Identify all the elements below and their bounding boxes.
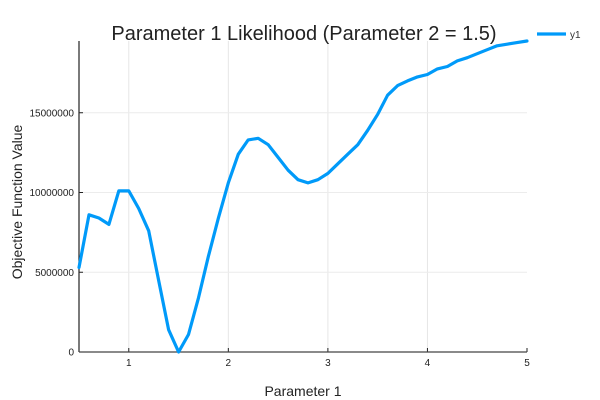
y-axis-label: Objective Function Value [9,124,25,279]
x-tick-label: 5 [524,358,530,369]
y-tick-label: 0 [68,348,74,359]
tick-labels: 1 2 3 4 5 0 5000000 10000000 15000000 [30,108,531,369]
grid-lines [79,41,527,352]
x-tick-label: 4 [425,358,431,369]
x-tick-label: 2 [226,358,232,369]
y-tick-label: 10000000 [30,188,75,199]
series-line-y1 [77,39,529,354]
y-tick-label: 15000000 [30,108,75,119]
legend: y1 [537,30,581,41]
legend-label-y1: y1 [570,30,581,41]
x-axis-label: Parameter 1 [264,383,341,399]
y-tick-label: 5000000 [35,268,74,279]
x-tick-label: 1 [126,358,132,369]
axes [78,41,528,353]
x-tick-label: 3 [325,358,331,369]
chart-title: Parameter 1 Likelihood (Parameter 2 = 1.… [111,23,496,45]
